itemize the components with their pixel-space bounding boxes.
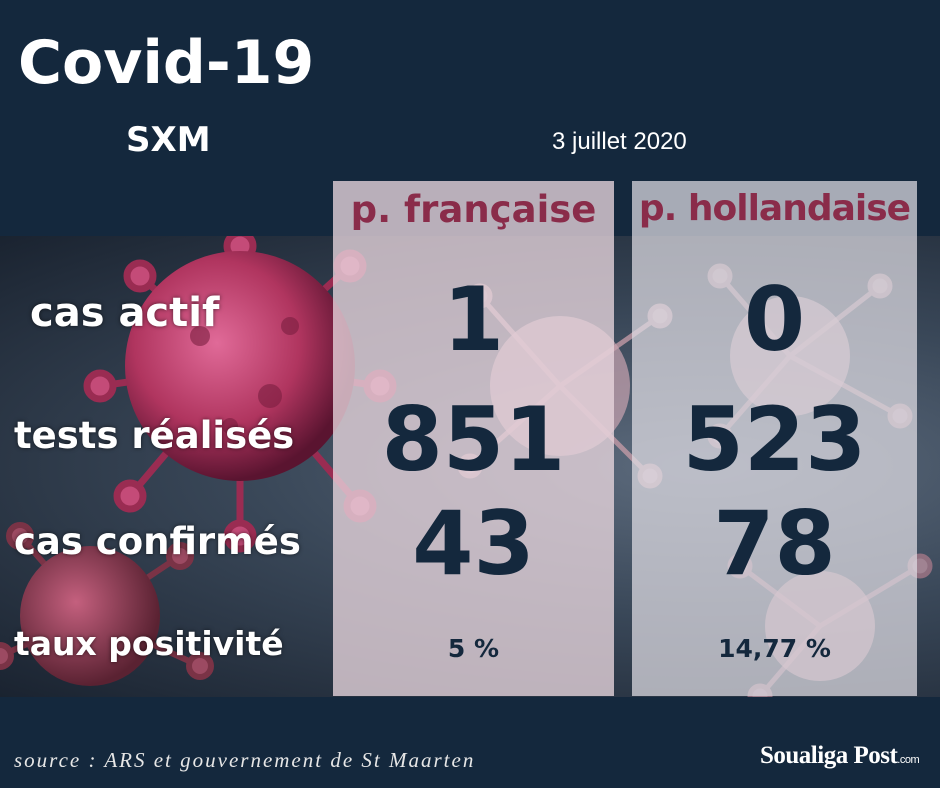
brand-logo: Soualiga Post.com xyxy=(760,742,920,770)
logo-name: Soualiga Post xyxy=(760,742,898,769)
value-tests-nl: 523 xyxy=(682,388,867,491)
value-confirmes-fr: 43 xyxy=(412,492,535,595)
footer-band xyxy=(0,697,940,788)
logo-suffix: .com xyxy=(897,754,920,766)
page-title: Covid-19 xyxy=(18,28,315,98)
row-label-tests: tests réalisés xyxy=(14,414,295,457)
source-note: source : ARS et gouvernement de St Maart… xyxy=(14,748,476,772)
dutch-side-column xyxy=(632,181,917,696)
french-side-column xyxy=(333,181,614,696)
row-label-taux: taux positivité xyxy=(14,624,284,663)
column-header-dutch: p. hollandaise xyxy=(638,188,911,229)
value-cas-actif-fr: 1 xyxy=(442,268,505,371)
column-header-french: p. française xyxy=(350,188,597,231)
page-subtitle: SXM xyxy=(126,120,211,160)
value-confirmes-nl: 78 xyxy=(713,492,836,595)
value-taux-nl: 14,77 % xyxy=(718,634,831,663)
row-label-confirmes: cas confirmés xyxy=(14,520,301,563)
value-tests-fr: 851 xyxy=(381,388,566,491)
value-taux-fr: 5 % xyxy=(447,634,500,663)
value-cas-actif-nl: 0 xyxy=(743,268,806,371)
row-label-cas-actif: cas actif xyxy=(30,290,220,336)
report-date: 3 juillet 2020 xyxy=(552,128,687,155)
